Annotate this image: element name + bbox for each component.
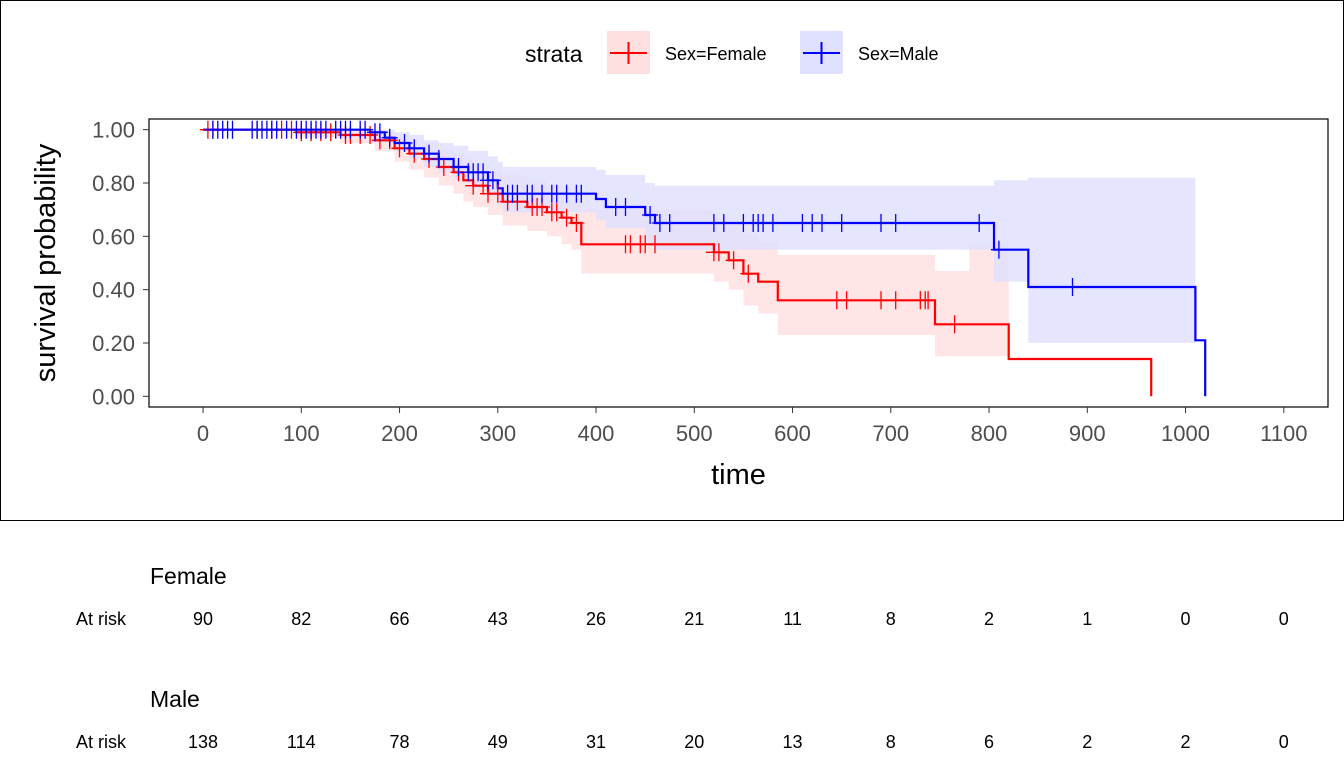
censor-mark-female-38 (647, 235, 663, 254)
risk-count-male-100: 114 (286, 732, 316, 752)
risk-count-female-600: 11 (783, 609, 802, 629)
censor-mark-female-41 (725, 251, 742, 270)
y-axis-title: survival probability (30, 143, 62, 382)
risk-count-male-900: 2 (1082, 732, 1093, 752)
risk-count-male-200: 78 (389, 732, 410, 752)
censor-mark-male-56 (715, 214, 732, 232)
legend-title: strata (525, 41, 583, 67)
risk-count-male-500: 20 (684, 732, 705, 752)
risk-count-female-900: 1 (1082, 609, 1093, 629)
censor-mark-female-46 (887, 291, 904, 310)
censor-mark-female-45 (873, 291, 889, 310)
confidence-band-male (203, 129, 1196, 375)
censor-mark-male-31 (430, 150, 447, 168)
censor-mark-male-68 (971, 214, 988, 232)
censor-mark-female-50 (946, 315, 963, 334)
censor-mark-female-44 (838, 291, 855, 310)
risk-row-male: 138 114 78 49 31 20 13 8 6 2 2 0 (0, 732, 1344, 756)
censor-mark-male-29 (406, 139, 423, 158)
censor-mark-male-24 (357, 120, 374, 139)
x-axis-title: time (711, 459, 766, 491)
censor-mark-male-66 (873, 214, 889, 232)
risk-count-female-300: 43 (487, 609, 508, 629)
risk-count-male-400: 31 (586, 732, 607, 752)
risk-count-female-200: 66 (389, 609, 410, 629)
y-tick-label-5: 1.00 (92, 118, 135, 143)
censor-mark-male-64 (814, 214, 830, 232)
censor-mark-male-52 (642, 206, 659, 224)
x-tick-label-200: 200 (381, 421, 418, 446)
censor-mark-female-49 (920, 291, 937, 310)
censor-mark-female-42 (740, 264, 757, 283)
risk-row-female: 90 82 66 43 26 21 11 8 2 1 0 0 (0, 609, 1344, 633)
risk-count-male-800: 6 (984, 732, 995, 752)
legend-label-male: Sex=Male (858, 44, 939, 64)
censor-mark-male-4 (224, 120, 241, 139)
censor-mark-male-38 (484, 171, 501, 190)
risk-count-female-1000: 0 (1180, 609, 1191, 629)
censor-mark-female-32 (558, 208, 575, 227)
x-tick-label-0: 0 (197, 421, 209, 446)
panel-border (148, 118, 1329, 408)
risk-row-label-male: At risk (76, 732, 127, 752)
x-tick-label-500: 500 (676, 421, 713, 446)
censor-mark-male-70 (1064, 278, 1081, 296)
censor-mark-male-28 (396, 134, 413, 152)
censor-mark-male-61 (764, 214, 781, 232)
legend-label-female: Sex=Female (665, 44, 767, 64)
censor-mark-male-54 (661, 214, 678, 232)
censor-mark-male-67 (887, 214, 904, 232)
y-tick-label-0: 0.00 (92, 384, 135, 409)
risk-count-female-700: 8 (885, 609, 896, 629)
y-tick-label-4: 0.80 (92, 171, 135, 196)
x-tick-label-100: 100 (283, 421, 320, 446)
risk-count-male-300: 49 (487, 732, 508, 752)
risk-count-male-600: 13 (782, 732, 803, 752)
censor-mark-female-9 (322, 123, 339, 142)
censor-mark-female-40 (710, 243, 727, 262)
x-tick-label-400: 400 (578, 421, 615, 446)
legend-symbol-female (610, 42, 647, 64)
x-tick-label-800: 800 (971, 421, 1008, 446)
risk-group-title-female: Female (150, 563, 227, 589)
risk-row-label-female: At risk (76, 609, 127, 629)
risk-group-title-male: Male (150, 686, 200, 712)
censor-mark-male-27 (381, 128, 398, 147)
x-tick-label-300: 300 (479, 421, 516, 446)
y-tick-label-3: 0.60 (92, 224, 135, 249)
censor-mark-male-26 (371, 123, 388, 142)
risk-count-male-1000: 2 (1180, 732, 1191, 752)
x-tick-label-900: 900 (1069, 421, 1106, 446)
risk-count-female-500: 21 (684, 609, 705, 629)
censor-mark-male-69 (990, 240, 1007, 259)
censor-mark-female-31 (548, 203, 565, 222)
risk-count-female-400: 26 (586, 609, 607, 629)
x-tick-label-600: 600 (774, 421, 811, 446)
risk-count-female-100: 82 (291, 609, 312, 629)
risk-count-female-1100: 0 (1278, 609, 1289, 629)
x-tick-label-1100: 1100 (1260, 421, 1307, 446)
risk-count-male-700: 8 (885, 732, 896, 752)
risk-count-male-1100: 0 (1278, 732, 1289, 752)
x-tick-label-1000: 1000 (1161, 421, 1210, 446)
y-tick-label-1: 0.20 (92, 331, 135, 356)
y-tick-label-2: 0.40 (92, 278, 135, 303)
risk-count-female-800: 2 (984, 609, 995, 629)
risk-count-male-0: 138 (188, 732, 219, 752)
censor-mark-female-33 (568, 214, 585, 232)
censor-mark-male-51 (617, 198, 634, 216)
censor-mark-male-65 (833, 214, 850, 232)
risk-count-female-0: 90 (193, 609, 214, 629)
censor-mark-male-49 (573, 184, 590, 203)
censor-mark-male-30 (421, 144, 437, 163)
km-chart: 0 100 200 300 400 500 600 700 800 900 1000 1100 0.00… (30, 31, 1329, 491)
x-tick-label-700: 700 (872, 421, 909, 446)
legend-symbol-male (803, 42, 840, 64)
censor-mark-male-32 (450, 158, 467, 176)
